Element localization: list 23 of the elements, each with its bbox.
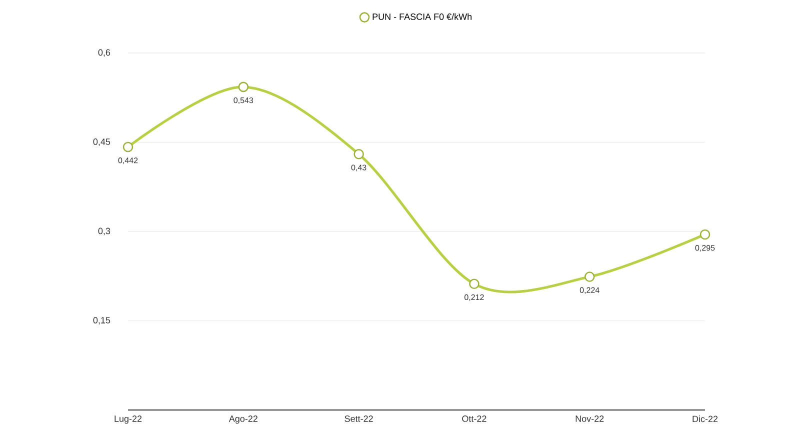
point xyxy=(700,229,710,240)
point xyxy=(469,278,480,290)
point xyxy=(238,82,249,92)
data-label: 0,543 xyxy=(234,97,254,104)
data-label: 0,224 xyxy=(580,287,600,294)
x-tick-label: Ott-22 xyxy=(462,416,486,422)
point xyxy=(584,272,595,282)
y-tick-label: 0,3 xyxy=(98,228,110,236)
data-label: 0,212 xyxy=(464,294,484,301)
data-label: 0,295 xyxy=(695,245,715,252)
x-tick-label: Sett-22 xyxy=(344,416,373,422)
point xyxy=(122,142,134,152)
x-tick-label: Lug-22 xyxy=(114,416,142,424)
legend-label: PUN - FASCIA F0 €/kWh xyxy=(372,13,472,20)
y-tick-label: 0,6 xyxy=(98,49,110,57)
x-tick-label: Ago-22 xyxy=(228,416,258,424)
point xyxy=(354,149,364,160)
data-label: 0,43 xyxy=(351,164,366,172)
x-tick-label: Nov-22 xyxy=(576,416,604,422)
y-tick-label: 0,45 xyxy=(93,138,110,146)
y-tick-label: 0,15 xyxy=(93,317,110,324)
x-tick-label: Dic-22 xyxy=(692,416,718,422)
data-label: 0,442 xyxy=(118,158,138,164)
